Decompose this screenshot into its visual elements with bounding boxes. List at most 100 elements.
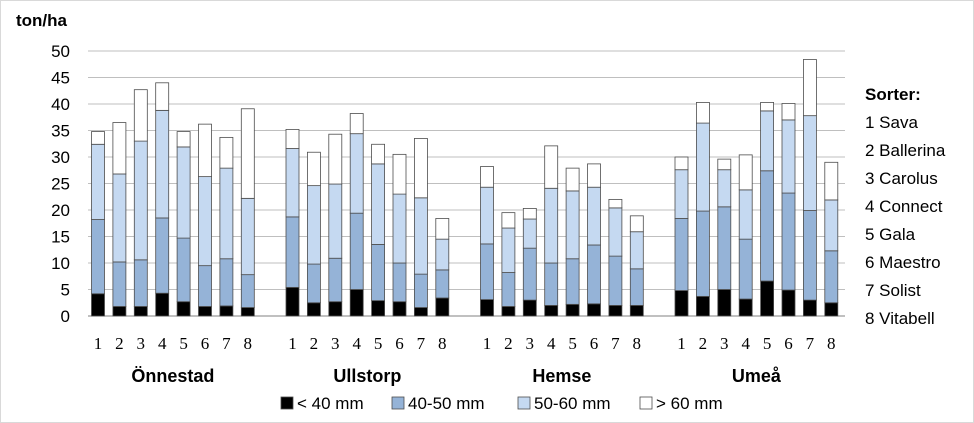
bar-segment: [392, 301, 407, 317]
bar-segment: [306, 151, 321, 187]
x-tick-label: 8: [827, 334, 836, 353]
bar-segment: [480, 166, 494, 188]
bar-segment: [760, 170, 774, 282]
bar-segment: [219, 305, 234, 317]
bar-segment: [219, 167, 234, 260]
bar-segment: [608, 198, 623, 209]
bar-segment: [544, 145, 559, 189]
sorter-item: 7 Solist: [865, 281, 921, 300]
sorter-item: 3 Carolus: [865, 169, 938, 188]
x-tick-label: 1: [288, 334, 297, 353]
bar-segment: [240, 108, 255, 199]
bar-segment: [198, 306, 212, 317]
bar-segment: [133, 259, 148, 307]
bar-segment: [696, 295, 710, 317]
bar-segment: [522, 208, 537, 220]
bar-segment: [803, 115, 817, 211]
bar-segment: [803, 59, 817, 117]
bar-segment: [781, 289, 796, 317]
bar-segment: [629, 231, 644, 270]
bar-segment: [371, 163, 386, 245]
x-tick-label: 6: [395, 334, 404, 353]
bar-segment: [522, 218, 537, 249]
bar-segment: [413, 273, 428, 308]
bar-segment: [285, 286, 300, 317]
bar-segment: [219, 136, 234, 169]
x-tick-label: 5: [179, 334, 188, 353]
bar-segment: [501, 306, 516, 317]
bar-segment: [760, 102, 774, 112]
bar-segment: [112, 261, 127, 307]
legend-item: 40-50 mm: [391, 394, 485, 413]
y-tick-label: 25: [51, 175, 70, 194]
bar-segment: [349, 113, 364, 135]
x-tick-label: 8: [633, 334, 642, 353]
bar-segment: [824, 161, 839, 201]
x-tick-label: 2: [115, 334, 124, 353]
x-tick-label: 8: [438, 334, 447, 353]
bar-segment: [738, 154, 753, 191]
bar-segment: [112, 173, 127, 263]
bar-segment: [155, 109, 170, 219]
bar-segment: [696, 210, 710, 297]
bar-segment: [155, 217, 170, 294]
x-tick-label: 1: [483, 334, 492, 353]
y-axis-ticks: 0 5 10 15 20 25 30 35 40 45 50: [51, 42, 70, 326]
bar-segment: [176, 301, 191, 317]
bar-segment: [565, 190, 580, 260]
x-tick-label: 3: [720, 334, 729, 353]
bar-segment: [544, 304, 559, 317]
bar-segment: [738, 298, 753, 317]
legend-item: 50-60 mm: [517, 394, 611, 413]
legend-swatch: [280, 396, 294, 410]
x-tick-label: 5: [763, 334, 772, 353]
bar-segment: [133, 89, 148, 142]
sorter-item: 4 Connect: [865, 197, 943, 216]
y-tick-label: 30: [51, 148, 70, 167]
x-tick-label: 6: [590, 334, 599, 353]
x-tick-label: 3: [137, 334, 146, 353]
x-tick-label: 2: [504, 334, 513, 353]
legend-label: < 40 mm: [297, 394, 364, 413]
bar-segment: [803, 299, 817, 317]
sorter-item: 1 Sava: [865, 113, 918, 132]
bar-segment: [392, 153, 407, 195]
bar-segment: [824, 250, 839, 304]
bar-segment: [328, 133, 343, 185]
sorter-item: 6 Maestro: [865, 253, 941, 272]
legend-item: > 60 mm: [639, 394, 723, 413]
x-tick-label: 6: [201, 334, 210, 353]
y-tick-label: 5: [61, 281, 70, 300]
bar-segment: [91, 219, 105, 295]
bar-segment: [133, 306, 148, 317]
bar-segment: [155, 292, 170, 317]
bar-segment: [674, 156, 689, 171]
group-label: Ullstorp: [333, 366, 401, 386]
sorter-item: 2 Ballerina: [865, 141, 946, 160]
bar-segment: [781, 192, 796, 291]
x-tick-label: 1: [94, 334, 103, 353]
bar-segment: [824, 199, 839, 252]
bar-segment: [240, 274, 255, 308]
bar-segment: [480, 243, 494, 300]
legend-item: < 40 mm: [280, 394, 364, 413]
bar-segment: [306, 185, 321, 265]
bar-segment: [587, 186, 601, 246]
x-tick-label: 1: [677, 334, 686, 353]
x-tick-label: 5: [568, 334, 577, 353]
bar-segment: [285, 216, 300, 288]
bar-segment: [629, 304, 644, 317]
bar-segment: [781, 119, 796, 194]
bar-segment: [717, 289, 732, 317]
x-tick-label: 7: [611, 334, 620, 353]
bar-segment: [133, 140, 148, 261]
bar-segment: [522, 299, 537, 317]
bar-segment: [155, 82, 170, 111]
bar-segment: [674, 218, 689, 291]
sorter-title: Sorter:: [865, 85, 921, 104]
legend-swatch: [391, 396, 405, 410]
x-tick-label: 2: [699, 334, 708, 353]
bar-segment: [781, 103, 796, 121]
bar-segment: [371, 244, 386, 302]
